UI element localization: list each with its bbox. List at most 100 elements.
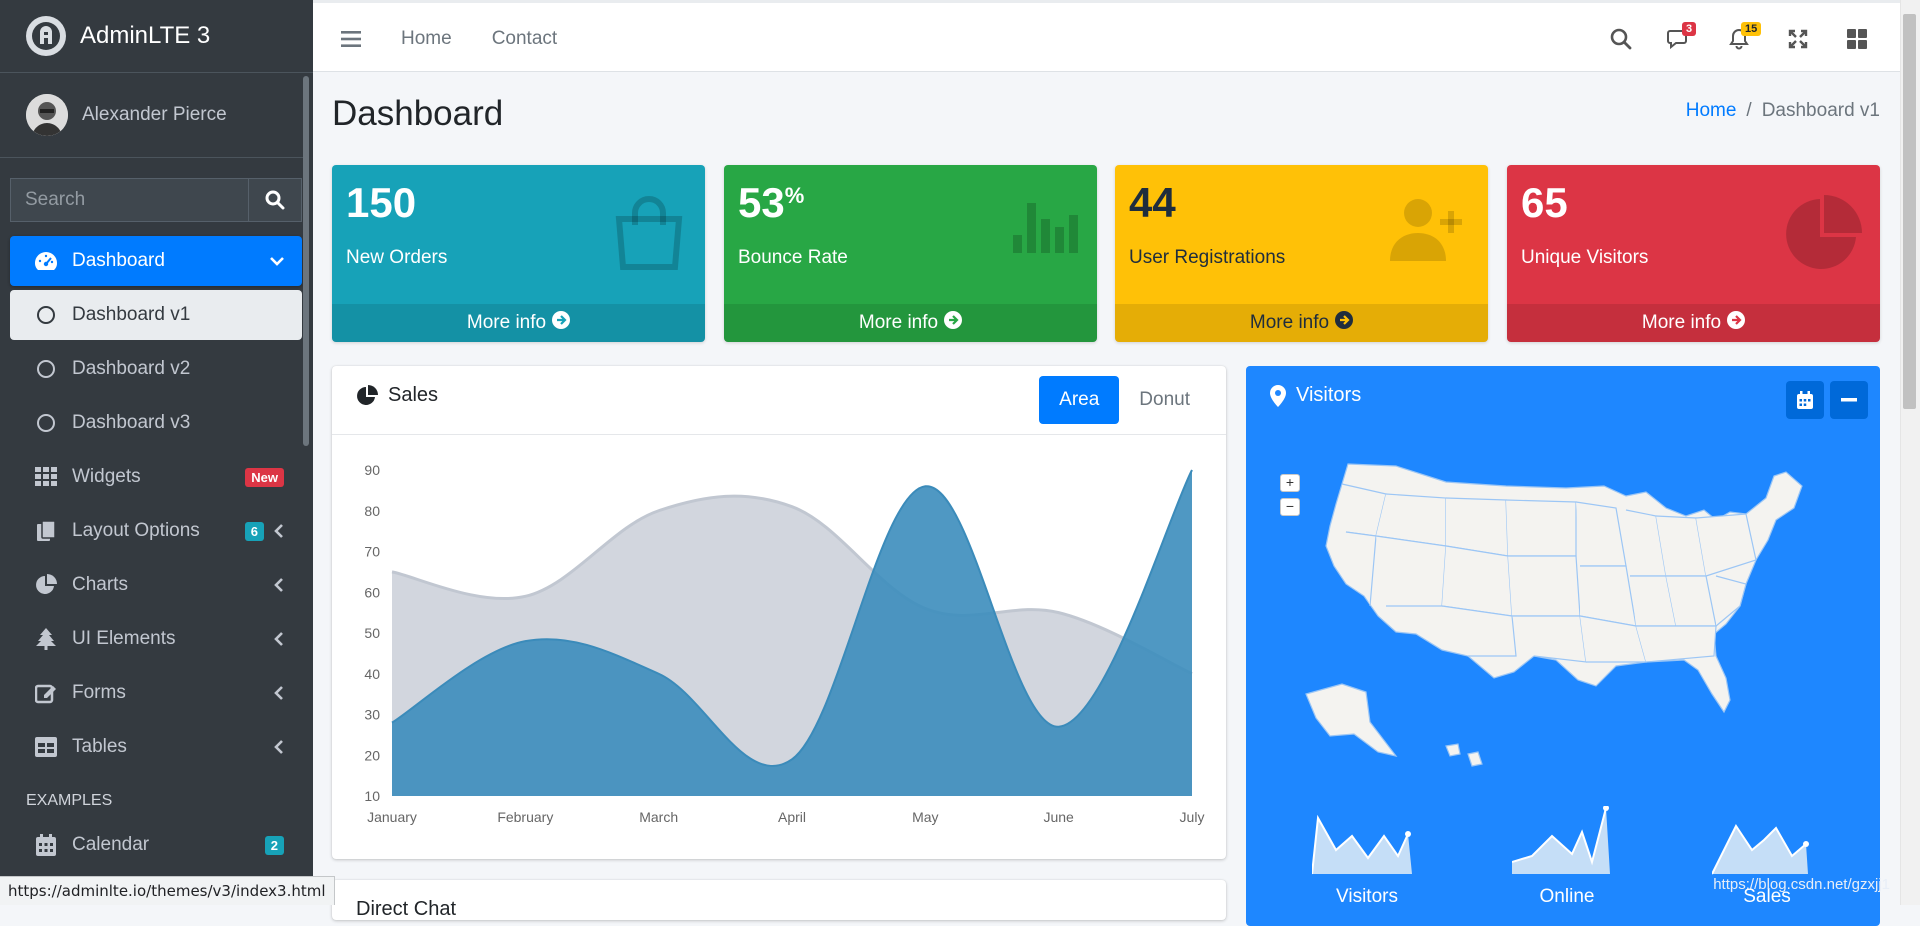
- sidebar-item-dashboard[interactable]: Dashboard: [10, 236, 302, 286]
- circle-icon: [34, 411, 58, 435]
- map-zoom-in-button[interactable]: +: [1280, 474, 1300, 492]
- daterange-button[interactable]: [1786, 381, 1824, 419]
- messages-badge: 3: [1682, 22, 1697, 36]
- brand-text: AdminLTE 3: [80, 22, 211, 49]
- main-sidebar: AdminLTE 3 Alexander Pierce Dashboard Da…: [0, 0, 313, 905]
- chevron-left-icon: [274, 578, 283, 592]
- calendar-icon: [34, 833, 58, 857]
- y-tick-label: 20: [364, 747, 380, 763]
- th-large-icon: [1846, 29, 1867, 49]
- brand-logo-icon: [26, 16, 66, 56]
- online-sparkline: [1512, 806, 1610, 874]
- x-tick-label: February: [497, 809, 553, 825]
- map-zoom-out-button[interactable]: −: [1280, 498, 1300, 516]
- sidebar-item-tables[interactable]: Tables: [10, 722, 302, 772]
- navbar-search-button[interactable]: [1591, 14, 1650, 64]
- sidebar-item-calendar[interactable]: Calendar 2: [10, 820, 302, 870]
- nav-link-home[interactable]: Home: [401, 28, 452, 49]
- messages-dropdown[interactable]: 3: [1650, 14, 1709, 64]
- count-badge: 2: [264, 835, 284, 855]
- revenue-chart: 10 20 30 40 50 60 70 80 90 January February March Ap…: [332, 434, 1226, 859]
- minus-icon: [1841, 398, 1857, 402]
- sidebar-item-charts[interactable]: Charts: [10, 560, 302, 610]
- y-tick-label: 70: [364, 544, 380, 560]
- box-value: 65: [1521, 179, 1568, 226]
- chevron-left-icon: [274, 632, 283, 646]
- sidebar-search-input[interactable]: [10, 178, 248, 222]
- card-title: Sales: [356, 384, 438, 407]
- collapse-button[interactable]: [1830, 381, 1868, 419]
- card-title: Direct Chat: [356, 898, 457, 920]
- sidebar-item-forms[interactable]: Forms: [10, 668, 302, 718]
- sidebar-item-ui-elements[interactable]: UI Elements: [10, 614, 302, 664]
- page-scrollbar-thumb[interactable]: [1903, 14, 1916, 409]
- usa-map[interactable]: [1246, 456, 1880, 786]
- sidebar-scrollbar[interactable]: [303, 76, 309, 446]
- more-info-link[interactable]: More info: [1507, 304, 1880, 342]
- brand-link[interactable]: AdminLTE 3: [0, 0, 313, 73]
- arrow-circle-right-icon: [944, 311, 963, 335]
- hamburger-icon: [341, 31, 361, 47]
- circle-icon: [34, 357, 58, 381]
- arrow-circle-right-icon: [1727, 311, 1746, 335]
- sidebar-search-button[interactable]: [248, 178, 302, 222]
- tab-area[interactable]: Area: [1039, 376, 1120, 424]
- bar-chart-icon: [1013, 195, 1079, 260]
- chart-tabs: Area Donut: [1039, 376, 1210, 424]
- visitors-card: Visitors + −: [1246, 366, 1880, 926]
- top-navbar: Home Contact 3 15: [313, 0, 1900, 72]
- small-box-new-orders: 150 New Orders More info: [332, 165, 705, 342]
- fullscreen-button[interactable]: [1768, 14, 1827, 64]
- avatar: [26, 94, 68, 136]
- x-tick-label: March: [639, 809, 678, 825]
- box-value: 44: [1129, 179, 1176, 226]
- more-info-link[interactable]: More info: [1115, 304, 1488, 342]
- user-panel[interactable]: Alexander Pierce: [0, 73, 303, 158]
- sidebar-item-label: Dashboard v3: [72, 412, 191, 433]
- box-label: Bounce Rate: [738, 247, 848, 268]
- sales-card-header: Sales Area Donut: [332, 366, 1226, 435]
- pie-chart-icon: [34, 573, 58, 597]
- sidebar-item-label: Widgets: [72, 466, 141, 487]
- calendar-icon: [1797, 391, 1813, 409]
- breadcrumb-home-link[interactable]: Home: [1685, 100, 1737, 121]
- search-icon: [1610, 28, 1631, 50]
- series-line: [391, 469, 1193, 767]
- arrow-circle-right-icon: [1335, 311, 1354, 335]
- count-badge: 6: [244, 521, 264, 541]
- sidebar-item-layout-options[interactable]: Layout Options 6: [10, 506, 302, 556]
- copy-icon: [34, 519, 58, 543]
- arrow-circle-right-icon: [552, 311, 571, 335]
- chevron-left-icon: [274, 686, 283, 700]
- sidebar-item-widgets[interactable]: Widgets New: [10, 452, 302, 502]
- series-area: [392, 470, 1192, 796]
- sidebar-item-dashboard-v2[interactable]: Dashboard v2: [10, 344, 302, 394]
- sidebar-item-label: Dashboard v1: [72, 304, 191, 325]
- card-title: Visitors: [1270, 384, 1361, 407]
- series-line: [391, 494, 1193, 676]
- sidebar-item-dashboard-v3[interactable]: Dashboard v3: [10, 398, 302, 448]
- control-sidebar-button[interactable]: [1827, 14, 1886, 64]
- tree-icon: [34, 627, 58, 651]
- user-name: Alexander Pierce: [82, 104, 227, 125]
- sidebar-item-dashboard-v1[interactable]: Dashboard v1: [10, 290, 302, 340]
- y-tick-label: 90: [364, 462, 380, 478]
- y-tick-label: 30: [364, 707, 380, 723]
- sidebar-item-label: Charts: [72, 574, 128, 595]
- tab-donut[interactable]: Donut: [1139, 389, 1190, 410]
- nav-header-examples: EXAMPLES: [26, 792, 113, 809]
- sidebar-item-label: Tables: [72, 736, 127, 757]
- notifications-dropdown[interactable]: 15: [1709, 14, 1768, 64]
- box-value: 53%: [738, 179, 805, 226]
- more-info-link[interactable]: More info: [332, 304, 705, 342]
- menu-toggle-button[interactable]: [341, 30, 361, 48]
- more-info-link[interactable]: More info: [724, 304, 1097, 342]
- small-box-bounce-rate: 53% Bounce Rate More info: [724, 165, 1097, 342]
- chevron-left-icon: [274, 740, 283, 754]
- sidebar-item-label: Forms: [72, 682, 126, 703]
- edit-icon: [34, 681, 58, 705]
- x-tick-label: April: [778, 809, 806, 825]
- nav-link-contact[interactable]: Contact: [491, 28, 558, 49]
- y-tick-label: 40: [364, 666, 380, 682]
- x-tick-label: January: [367, 809, 417, 825]
